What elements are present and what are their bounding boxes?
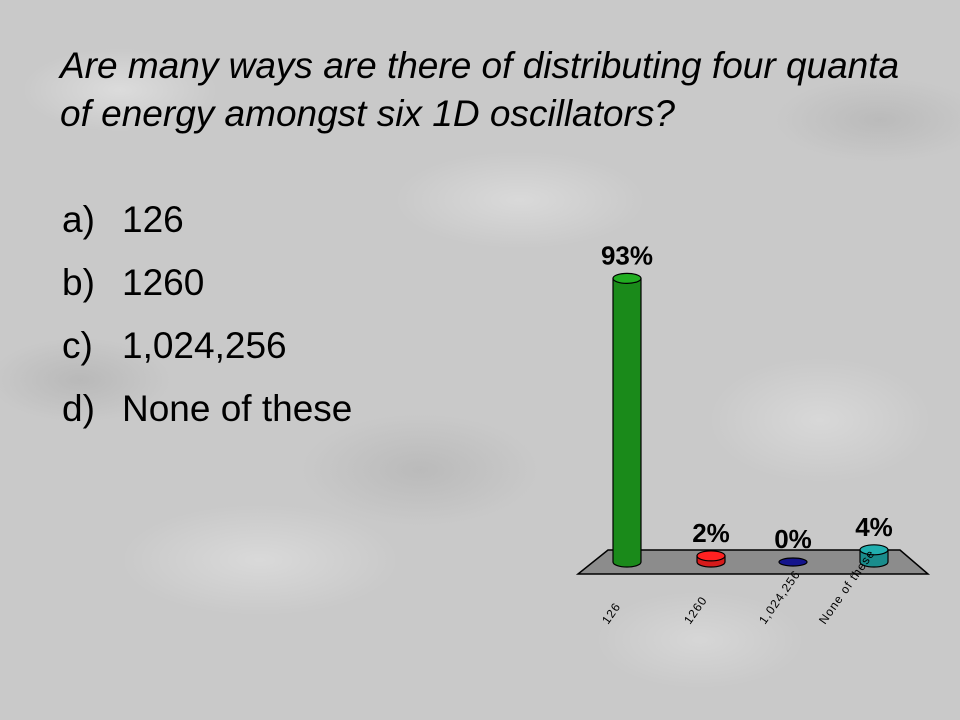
data-label-2: 2%: [692, 518, 730, 548]
bar-4: [859, 544, 889, 568]
answer-options: a) 126 b) 1260 c) 1,024,256 d) None of t…: [62, 200, 352, 452]
option-text: 126: [122, 199, 184, 240]
option-b: b) 1260: [62, 263, 352, 303]
response-bar-chart: 93%2% 0% 4% 126 1260 1,024,256 None of these: [575, 240, 931, 627]
category-label-2: 1260: [681, 594, 710, 627]
option-d: d) None of these: [62, 389, 352, 429]
option-text: 1,024,256: [122, 325, 287, 366]
option-letter: a): [62, 199, 95, 240]
bar-3: [778, 557, 808, 567]
option-letter: d): [62, 388, 95, 429]
option-text: None of these: [122, 388, 353, 429]
category-label-3: 1,024,256: [756, 568, 803, 627]
option-c: c) 1,024,256: [62, 326, 352, 366]
bar-2: [696, 550, 726, 568]
option-letter: b): [62, 262, 95, 303]
question-text: Are many ways are there of distributing …: [60, 45, 900, 134]
chart-floor: [575, 549, 931, 575]
option-a: a) 126: [62, 200, 352, 240]
category-label-1: 126: [599, 600, 624, 627]
bar-1: [612, 272, 642, 568]
option-text: 1260: [122, 262, 205, 303]
data-label-3: 0%: [774, 524, 812, 554]
option-letter: c): [62, 325, 93, 366]
data-label-4: 4%: [855, 512, 893, 542]
data-label-1: 93%: [601, 240, 653, 270]
